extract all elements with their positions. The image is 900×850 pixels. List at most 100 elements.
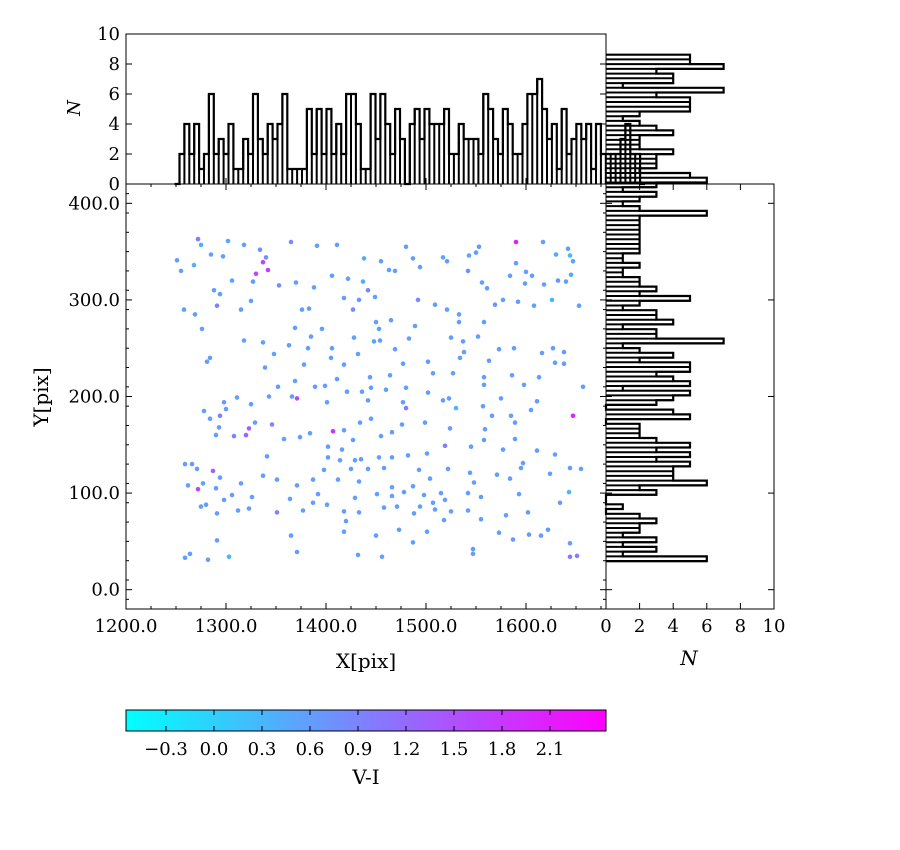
scatter-point — [482, 427, 488, 432]
scatter-point — [481, 319, 487, 325]
scatter-point — [350, 437, 356, 443]
scatter-point — [536, 374, 542, 380]
scatter-point — [427, 476, 433, 481]
scatter-point — [557, 500, 563, 506]
scatter-point — [216, 425, 222, 430]
scatter-point — [381, 505, 387, 510]
colorbar-tick-label: 0.3 — [248, 739, 277, 760]
scatter-point — [500, 447, 506, 452]
scatter-point — [529, 273, 535, 279]
scatter-point — [352, 458, 358, 463]
scatter-point — [387, 373, 393, 378]
right-histogram-bars — [604, 53, 725, 563]
scatter-point — [568, 272, 574, 278]
scatter-point — [496, 346, 502, 352]
scatter-point — [481, 437, 487, 443]
scatter-point — [249, 494, 255, 500]
scatter-point — [416, 467, 422, 473]
scatter-point — [511, 345, 517, 351]
scatter-point — [513, 239, 519, 245]
scatter-point — [294, 396, 300, 401]
scatter-point — [308, 334, 314, 339]
scatter-point — [373, 319, 379, 325]
scatter-point — [214, 538, 220, 543]
scatter-point — [389, 455, 395, 460]
scatter-xlabel: X[pix] — [336, 649, 396, 673]
scatter-point — [234, 395, 240, 400]
scatter-point — [358, 457, 364, 462]
scatter-point — [294, 483, 300, 488]
scatter-point — [547, 471, 553, 477]
scatter-point — [314, 243, 320, 249]
y-tick-label: 100.0 — [68, 483, 120, 504]
scatter-point — [351, 335, 357, 340]
scatter-point — [480, 403, 486, 409]
scatter-point — [467, 470, 473, 476]
colorbar-tick-label: 0.6 — [296, 739, 325, 760]
scatter-point — [432, 507, 438, 512]
scatter-point — [253, 271, 259, 277]
scatter-point — [271, 351, 277, 357]
scatter-point — [287, 496, 293, 502]
scatter-point — [225, 238, 231, 244]
scatter-point — [310, 477, 316, 482]
scatter-point — [214, 303, 220, 309]
scatter-point — [178, 268, 184, 274]
scatter-point — [521, 382, 527, 388]
scatter-point — [425, 390, 431, 395]
scatter-point — [520, 460, 526, 466]
scatter-point — [498, 396, 504, 401]
scatter-point — [567, 465, 573, 471]
scatter-point — [479, 280, 485, 285]
scatter-point — [191, 262, 197, 268]
scatter-point — [500, 297, 506, 303]
scatter-point — [185, 483, 191, 488]
scatter-point — [549, 297, 555, 303]
scatter-point — [289, 394, 295, 399]
top-y-tick-label: 10 — [97, 24, 120, 45]
scatter-point — [310, 500, 316, 506]
scatter-point — [523, 269, 529, 275]
scatter-point — [424, 529, 430, 534]
scatter-point — [288, 239, 294, 245]
scatter-point — [243, 432, 249, 438]
scatter-point — [508, 413, 514, 419]
scatter-point — [288, 533, 294, 538]
scatter-point — [221, 400, 227, 405]
scatter-point — [345, 276, 351, 282]
scatter-point — [444, 307, 450, 312]
scatter-point — [329, 345, 335, 351]
scatter-point — [415, 297, 421, 303]
scatter-point — [447, 426, 453, 431]
scatter-point — [561, 349, 567, 355]
scatter-point — [481, 374, 487, 380]
scatter-point — [534, 399, 540, 404]
right-x-tick-label: 8 — [735, 616, 746, 637]
scatter-point — [476, 244, 482, 250]
scatter-point — [246, 506, 252, 511]
scatter-point — [199, 326, 205, 332]
scatter-point — [213, 432, 219, 438]
scatter-point — [211, 288, 217, 293]
scatter-point — [552, 452, 558, 457]
scatter-ylabel: Y[pix] — [29, 367, 53, 427]
scatter-point — [512, 420, 518, 425]
scatter-point — [417, 264, 423, 270]
scatter-point — [252, 420, 258, 425]
scatter-point — [525, 510, 531, 515]
scatter-point — [260, 473, 266, 479]
colorbar-tick-label: 2.1 — [536, 739, 565, 760]
scatter-point — [470, 551, 476, 557]
scatter-point — [512, 436, 518, 442]
scatter-point — [400, 361, 406, 367]
scatter-point — [324, 400, 330, 405]
scatter-point — [473, 250, 479, 255]
scatter-point — [337, 458, 343, 463]
scatter-point — [325, 444, 331, 450]
scatter-point — [411, 511, 417, 516]
scatter-point — [192, 312, 198, 317]
scatter-point — [526, 532, 532, 537]
scatter-point — [545, 527, 551, 533]
scatter-point — [531, 303, 537, 309]
scatter-point — [507, 273, 513, 279]
